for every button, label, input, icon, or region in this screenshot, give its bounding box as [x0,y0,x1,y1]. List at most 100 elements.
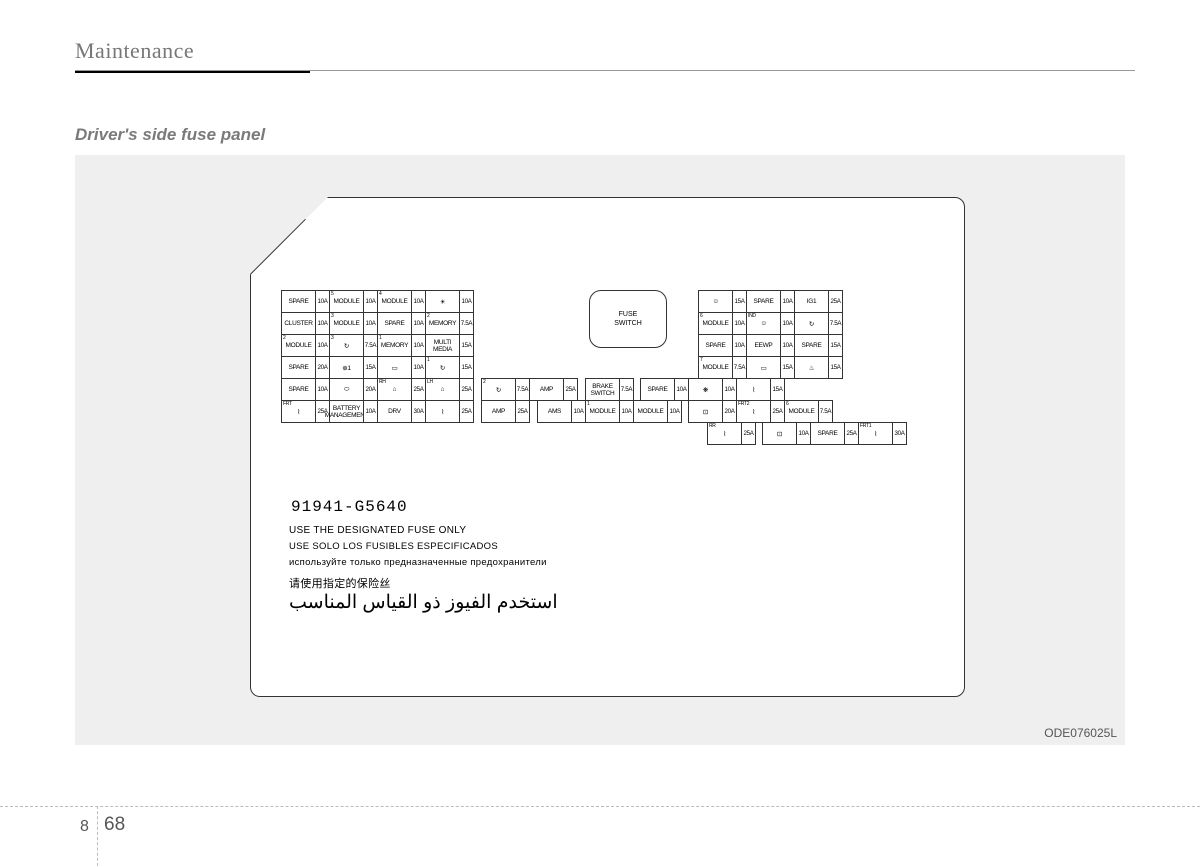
fuse-amp: 30A [892,422,907,445]
fuse-amp: 25A [828,290,843,313]
instruction-es: USE SOLO LOS FUSIBLES ESPECIFICADOS [289,541,498,552]
footer-dash-h [0,806,1200,807]
instruction-cn: 请使用指定的保险丝 [289,575,391,591]
fuse-amp: 15A [828,356,843,379]
fuse-label: ⊡ [762,422,797,445]
fuse-label: LH⌂ [425,378,460,401]
fuse-amp: 20A [722,400,737,423]
fuse-amp: 15A [780,356,795,379]
fuse-label: CLUSTER [281,312,316,335]
fuse-label: 2↻ [481,378,516,401]
fuse-amp: 25A [459,400,474,423]
fuse-label: IG1 [794,290,829,313]
fuse-label: ▭ [746,356,781,379]
instruction-ru: используйте только предназначенные предо… [289,557,547,568]
fuse-label: SPARE [794,334,829,357]
fuse-label: ▭ [377,356,412,379]
fuse-label: 5MODULE [329,290,364,313]
fuse-amp: 10A [411,334,426,357]
page-chapter: 8 [80,818,89,836]
fuse-label: SPARE [281,356,316,379]
fuse-label: RH⌂ [377,378,412,401]
fuse-label: IND☺ [746,312,781,335]
fuse-label: ⌇ [425,400,460,423]
fuse-amp: 25A [411,378,426,401]
fuse-label: SPARE [377,312,412,335]
section-title: Maintenance [75,38,1135,64]
fuse-label: MULTI MEDIA [425,334,460,357]
fuse-amp: 7.5A [828,312,843,335]
fuse-label: FRT⌇ [281,400,316,423]
fuse-amp: 25A [459,378,474,401]
fuse-label: BRAKE SWITCH [585,378,620,401]
fuse-amp: 7.5A [818,400,833,423]
image-code: ODE076025L [1044,726,1117,740]
fuse-amp: 7.5A [732,356,747,379]
fuse-label: AMP [529,378,564,401]
sub-heading: Driver's side fuse panel [75,125,1135,145]
fuse-amp: 10A [411,290,426,313]
fuse-amp: 20A [315,356,330,379]
fuse-amp: 10A [780,312,795,335]
fuse-label: ♨ [794,356,829,379]
fuse-amp: 10A [363,400,378,423]
fuse-amp: 10A [780,290,795,313]
fuse-amp: 15A [732,290,747,313]
fuse-amp: 15A [363,356,378,379]
fuse-label: 2MEMORY [425,312,460,335]
fuse-label: ⬭ [329,378,364,401]
fuse-amp: 10A [315,378,330,401]
fuse-label: 1MEMORY [377,334,412,357]
fuse-amp: 10A [780,334,795,357]
fuse-label: 3MODULE [329,312,364,335]
fuse-panel-outline: FUSE SWITCH SPARE10A5MODULE10A4MODULE10A… [250,197,965,697]
fuse-amp: 10A [315,290,330,313]
fuse-amp: 10A [411,312,426,335]
fuse-amp: 10A [619,400,634,423]
fuse-amp: 10A [315,312,330,335]
fuse-amp: 25A [844,422,859,445]
fuse-amp: 15A [459,334,474,357]
footer-dash-v [97,806,98,866]
fuse-label: ⌇ [736,378,771,401]
fuse-label: SPARE [640,378,675,401]
fuse-label: FRT1⌇ [858,422,893,445]
fuse-amp: 10A [315,334,330,357]
fuse-amp: 15A [770,378,785,401]
fuse-amp: 15A [828,334,843,357]
fuse-amp: 10A [571,400,586,423]
fuse-amp: 15A [459,356,474,379]
fuse-amp: 7.5A [515,378,530,401]
fuse-amp: 7.5A [363,334,378,357]
fuse-label: ☺ [698,290,733,313]
fuse-amp: 10A [674,378,689,401]
fuse-amp: 10A [363,290,378,313]
fuse-amp: 10A [459,290,474,313]
fuse-label: MODULE [633,400,668,423]
fuse-label: 3↻ [329,334,364,357]
fuse-label: AMS [537,400,572,423]
fuse-amp: 25A [770,400,785,423]
fuse-amp: 10A [667,400,682,423]
fuse-label: ⊕1 [329,356,364,379]
fuse-label: EEWP [746,334,781,357]
fuse-grid: SPARE10A5MODULE10A4MODULE10A☀10A☺15ASPAR… [281,290,936,444]
instruction-en: USE THE DESIGNATED FUSE ONLY [289,525,466,536]
fuse-label: SPARE [281,378,316,401]
fuse-amp: 10A [411,356,426,379]
fuse-label: 1MODULE [585,400,620,423]
fuse-label: ☀ [425,290,460,313]
fuse-amp: 10A [732,312,747,335]
fuse-label: ↻ [794,312,829,335]
manual-page: Maintenance Driver's side fuse panel FUS… [75,38,1135,745]
page-number: 68 [104,814,125,836]
fuse-label: ❋ [688,378,723,401]
fuse-amp: 7.5A [459,312,474,335]
fuse-amp: 20A [363,378,378,401]
figure-container: FUSE SWITCH SPARE10A5MODULE10A4MODULE10A… [75,155,1125,745]
fuse-label: BATTERY MANAGEMENT [329,400,364,423]
fuse-amp: 10A [732,334,747,357]
fuse-label: DRV [377,400,412,423]
fuse-amp: 10A [722,378,737,401]
fuse-label: RR⌇ [707,422,742,445]
